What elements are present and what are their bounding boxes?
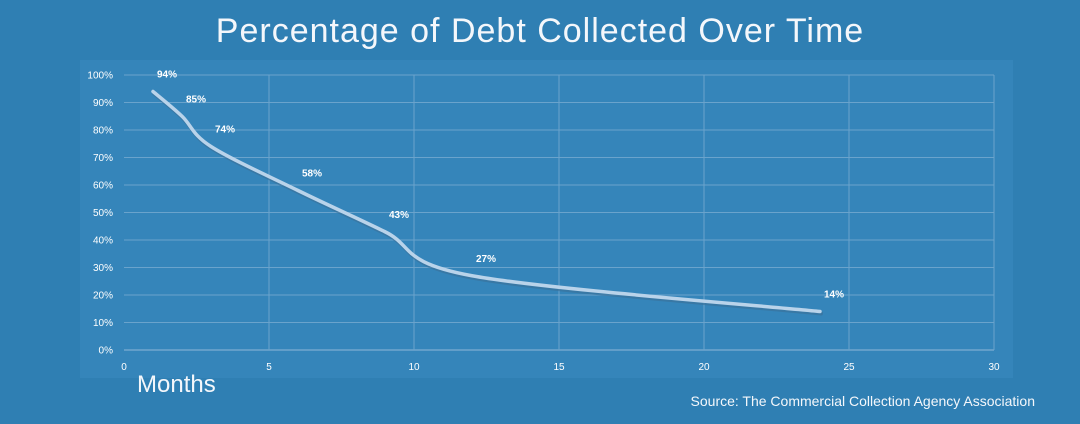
data-label: 14% [824,290,844,301]
y-tick-label: 0% [99,346,114,357]
data-label: 74% [215,125,235,136]
y-tick-label: 40% [93,236,113,247]
x-tick-label: 10 [408,362,420,373]
data-label: 85% [186,94,206,105]
data-point [470,274,474,278]
data-point [180,114,184,118]
data-point [209,145,213,148]
x-axis-ticks: 0 5 10 15 20 25 30 [121,362,1000,373]
x-tick-label: 15 [553,362,565,373]
y-tick-label: 70% [93,153,113,164]
x-axis-label: Months [137,371,216,398]
series-line [151,89,822,314]
data-label: 43% [389,210,409,221]
chart-title: Percentage of Debt Collected Over Time [215,12,865,50]
grid-lines [124,74,995,351]
y-tick-label: 10% [93,318,113,329]
data-labels: 94% 85% 74% 58% 43% 27% 14% [157,70,844,301]
data-point [818,310,822,313]
y-tick-label: 90% [93,98,113,109]
data-point [383,230,387,234]
y-axis-ticks: 0% 10% 20% 30% 40% 50% 60% 70% 80% 90% 100% [87,71,113,357]
data-point [296,189,300,192]
x-tick-label: 5 [266,362,272,373]
x-tick-label: 25 [843,362,855,373]
y-tick-label: 30% [93,263,113,274]
y-tick-label: 60% [93,181,113,192]
y-tick-label: 50% [93,208,113,219]
series-line-shadow [152,91,823,316]
data-label: 94% [157,70,177,81]
series-debt-collected [151,89,823,316]
x-tick-label: 0 [121,362,127,373]
plot-background [80,60,1013,378]
x-tick-label: 20 [698,362,710,373]
y-tick-label: 80% [93,126,113,137]
data-label: 27% [476,254,496,265]
y-tick-label: 20% [93,291,113,302]
source-note: Source: The Commercial Collection Agency… [690,393,1035,409]
data-label: 58% [302,169,322,180]
x-tick-label: 30 [988,362,1000,373]
data-point [151,90,155,93]
y-tick-label: 100% [87,71,113,82]
